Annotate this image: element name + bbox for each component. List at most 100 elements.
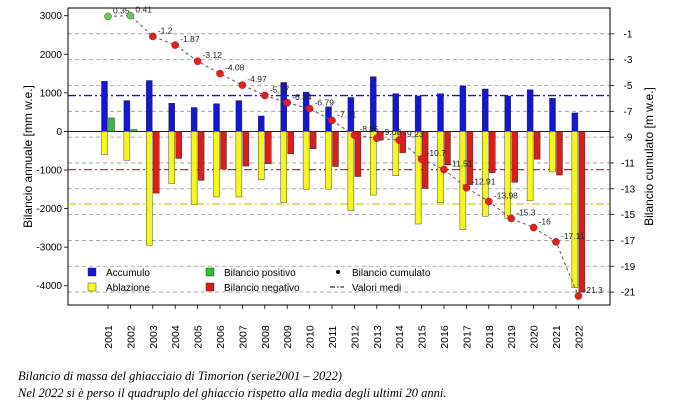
caption-line-1: Bilancio di massa del ghiacciaio di Timo… bbox=[18, 369, 342, 383]
x-tick-label: 2022 bbox=[573, 325, 585, 349]
cumulative-label: -4.08 bbox=[225, 63, 245, 73]
cumulative-label: -6.34 bbox=[292, 92, 312, 102]
bar bbox=[123, 131, 131, 161]
cumulative-point bbox=[283, 98, 292, 107]
cumulative-label: -4.97 bbox=[247, 74, 267, 84]
bar bbox=[265, 131, 272, 165]
bar bbox=[549, 98, 556, 132]
cumulative-point bbox=[260, 91, 269, 100]
left-tick-label: 1000 bbox=[40, 88, 63, 99]
cumulative-label: -11.51 bbox=[449, 159, 473, 169]
caption-line-2: Nel 2022 si è perso il quadruplo del ghi… bbox=[18, 386, 447, 400]
cumulative-line bbox=[107, 15, 579, 297]
legend-swatch bbox=[87, 267, 97, 277]
x-tick-label: 2017 bbox=[461, 325, 473, 349]
bar bbox=[242, 131, 250, 167]
cumulative-label: -1.87 bbox=[180, 34, 200, 44]
cumulative-label: -8.85 bbox=[359, 124, 379, 134]
bar bbox=[482, 131, 489, 217]
bar bbox=[146, 80, 153, 132]
x-tick-label: 2019 bbox=[506, 325, 518, 349]
bar bbox=[489, 131, 496, 173]
bar bbox=[332, 131, 339, 167]
bar bbox=[325, 131, 332, 190]
legend-label: Bilancio cumulato bbox=[352, 268, 431, 279]
bar bbox=[354, 131, 362, 177]
cumulative-label: -16 bbox=[539, 217, 552, 227]
cumulative-point bbox=[507, 214, 516, 223]
bar bbox=[571, 131, 579, 288]
bar bbox=[258, 131, 265, 180]
x-tick-label: 2006 bbox=[215, 325, 227, 349]
x-tick-label: 2021 bbox=[551, 325, 563, 349]
cumulative-label: -7.71 bbox=[337, 109, 357, 119]
x-tick-label: 2014 bbox=[394, 325, 406, 349]
cumulative-point bbox=[305, 104, 314, 113]
bar bbox=[302, 131, 310, 190]
bar bbox=[197, 131, 205, 181]
left-tick-label: 2000 bbox=[40, 50, 63, 61]
left-tick-label: 3000 bbox=[40, 11, 63, 22]
bar bbox=[130, 129, 138, 132]
legend-label: Bilancio positivo bbox=[224, 268, 296, 279]
cumulative-point bbox=[328, 116, 336, 125]
bar bbox=[414, 131, 422, 225]
bar bbox=[370, 131, 377, 196]
x-tick-label: 2018 bbox=[484, 325, 496, 349]
bar bbox=[235, 131, 243, 198]
bar bbox=[190, 131, 198, 205]
bar bbox=[392, 93, 399, 132]
right-tick-label: -9 bbox=[624, 133, 633, 144]
bar bbox=[213, 103, 220, 132]
cumulative-point bbox=[462, 183, 471, 192]
bar bbox=[549, 131, 556, 173]
right-tick-label: -17 bbox=[621, 236, 636, 247]
x-tick-label: 2011 bbox=[327, 326, 339, 349]
cumulative-label: 0.35 bbox=[113, 5, 130, 15]
right-axis-title: Bilancio cumulato [m w.e.] bbox=[642, 87, 656, 226]
x-tick-label: 2010 bbox=[305, 325, 317, 349]
bar bbox=[175, 131, 182, 159]
right-tick-label: -7 bbox=[624, 107, 633, 118]
cumulative-point bbox=[148, 32, 157, 41]
bar bbox=[444, 131, 451, 166]
legend-label: Bilancio negativo bbox=[224, 283, 300, 294]
cumulative-label: -15.3 bbox=[516, 207, 536, 217]
cumulative-point bbox=[171, 41, 179, 49]
cumulative-point bbox=[126, 11, 135, 20]
bar bbox=[309, 131, 317, 149]
cumulative-label: -21.3 bbox=[583, 285, 603, 295]
cumulative-point bbox=[395, 136, 404, 144]
right-tick-label: -13 bbox=[621, 184, 636, 195]
bar bbox=[347, 131, 355, 211]
right-tick-label: -19 bbox=[621, 262, 636, 273]
x-tick-label: 2008 bbox=[260, 325, 272, 349]
left-tick-label: -3000 bbox=[36, 243, 62, 254]
bar bbox=[287, 131, 294, 155]
bar bbox=[258, 115, 265, 132]
cumulative-label: -9.08 bbox=[382, 127, 402, 137]
legend-swatch bbox=[87, 282, 97, 292]
cumulative-label: -12.91 bbox=[471, 177, 495, 187]
bar bbox=[504, 131, 511, 219]
bar bbox=[101, 131, 108, 155]
bar bbox=[526, 131, 534, 202]
legend-label: Ablazione bbox=[106, 283, 150, 294]
right-tick-label: -3 bbox=[624, 55, 633, 66]
cumulative-point bbox=[484, 197, 493, 206]
bar bbox=[123, 100, 131, 132]
bar bbox=[482, 88, 489, 132]
bar bbox=[235, 100, 243, 132]
cumulative-point bbox=[417, 155, 426, 163]
left-axis-title: Bilancio annuale [mm w.e.] bbox=[21, 85, 35, 228]
x-tick-label: 2020 bbox=[529, 325, 541, 349]
x-tick-label: 2004 bbox=[170, 325, 182, 349]
left-tick-label: -4000 bbox=[36, 281, 62, 292]
cumulative-point bbox=[372, 134, 381, 142]
right-tick-label: -5 bbox=[624, 81, 633, 92]
bar bbox=[220, 131, 227, 170]
x-tick-label: 2002 bbox=[125, 325, 137, 349]
bar bbox=[556, 131, 563, 176]
cumulative-label: -13.98 bbox=[494, 190, 518, 200]
cumulative-label: -3.12 bbox=[203, 50, 223, 60]
